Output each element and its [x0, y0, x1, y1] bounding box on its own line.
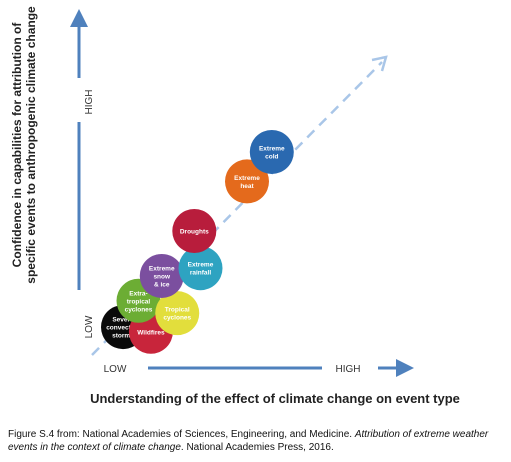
bubble-label: Droughts	[180, 229, 209, 236]
bubble-label: cold	[265, 153, 278, 160]
caption-suffix: . National Academies Press, 2016.	[180, 442, 334, 453]
bubble-label: Extreme	[234, 175, 260, 182]
bubble-label: Severe	[112, 317, 134, 324]
bubble-circle	[139, 253, 184, 298]
bubble-label: cyclones	[125, 306, 153, 313]
diagonal-arrowhead	[371, 55, 388, 72]
bubble-circle	[155, 291, 200, 336]
bubble-circle	[225, 159, 269, 204]
bubble-label: Extreme	[149, 265, 175, 272]
bubble-label: Wildfires	[137, 329, 165, 336]
bubble-circle	[172, 209, 217, 253]
y-axis-label-line-2: specific events to anthropogenic climate…	[24, 6, 38, 284]
x-tick-low: LOW	[104, 364, 127, 375]
x-axis-label: Understanding of the effect of climate c…	[90, 391, 460, 406]
bubble-label: cyclones	[163, 315, 191, 322]
caption-prefix: Figure S.4 from: National Academies of S…	[8, 429, 355, 440]
bubble-label: & ice	[154, 281, 170, 288]
y-axis-label-line-1: Confidence in capabilities for attributi…	[10, 22, 24, 268]
bubble-label: Extreme	[259, 145, 285, 152]
bubble-label: storms	[112, 333, 134, 340]
bubble-circle	[178, 246, 223, 291]
y-tick-high: HIGH	[84, 90, 95, 115]
bubble-droughts: Droughts	[172, 209, 217, 253]
bubble-label: Extreme	[188, 262, 214, 269]
bubble-label: Extra-	[129, 290, 147, 297]
x-tick-high: HIGH	[336, 364, 361, 375]
figure-caption: Figure S.4 from: National Academies of S…	[8, 428, 504, 454]
bubble-label: heat	[240, 183, 254, 190]
bubble-circle	[249, 129, 294, 174]
bubble-label: tropical	[127, 298, 151, 305]
bubble-label: rainfall	[190, 270, 212, 277]
y-axis-label: Confidence in capabilities for attributi…	[10, 0, 38, 300]
bubble-label: snow	[153, 273, 171, 280]
y-tick-low: LOW	[84, 315, 95, 338]
caption-title: Attribution of extreme weather events in…	[8, 429, 489, 453]
bubble-label: Tropical	[165, 307, 190, 314]
bubble-label: convective	[106, 325, 140, 332]
